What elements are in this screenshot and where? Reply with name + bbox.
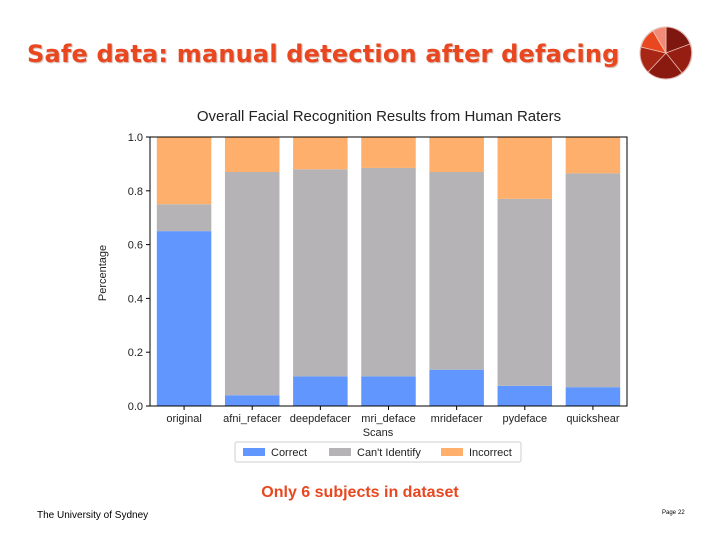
bar-mri_deface-incorrect xyxy=(361,137,416,168)
x-tick-label: mridefacer xyxy=(431,413,483,425)
x-tick-label: pydeface xyxy=(502,413,547,425)
stacked-bar-chart: Overall Facial Recognition Results from … xyxy=(97,108,628,463)
legend-label: Incorrect xyxy=(469,447,512,459)
bar-mri_deface-can-t-identify xyxy=(361,167,416,377)
bar-afni_refacer-correct xyxy=(224,395,280,406)
bar-quickshear-correct xyxy=(565,387,621,406)
x-tick-label: original xyxy=(166,413,201,425)
footer-organization: The University of Sydney xyxy=(37,510,149,521)
plot-frame xyxy=(149,136,628,407)
bar-quickshear-can-t-identify xyxy=(565,173,621,388)
slide-title: Safe data: manual detection after defaci… xyxy=(27,40,620,68)
y-tick-label: 1.0 xyxy=(128,132,143,144)
bar-original-can-t-identify xyxy=(156,204,212,232)
bar-deepdefacer-can-t-identify xyxy=(293,169,348,377)
x-tick-label: afni_refacer xyxy=(223,413,281,425)
y-tick-label: 0.4 xyxy=(128,293,143,305)
x-axis-label: Scans xyxy=(363,427,394,439)
y-tick-label: 0.8 xyxy=(128,186,143,198)
bar-deepdefacer-incorrect xyxy=(293,137,348,170)
bar-mridefacer-incorrect xyxy=(429,137,484,172)
bar-afni_refacer-incorrect xyxy=(224,137,280,172)
chart-legend: Correct Can't Identify Incorrect xyxy=(234,441,522,463)
bar-deepdefacer-correct xyxy=(293,376,348,406)
bar-original-correct xyxy=(156,231,212,406)
page-label: Page xyxy=(662,510,677,516)
bar-pydeface-incorrect xyxy=(497,137,553,199)
slide-caption: Only 6 subjects in dataset xyxy=(261,484,459,501)
legend-label: Can't Identify xyxy=(357,447,421,459)
bar-original-incorrect xyxy=(156,137,212,205)
legend-box xyxy=(234,441,522,463)
x-tick-label: mri_deface xyxy=(361,413,415,425)
legend-swatch xyxy=(243,448,265,456)
bar-pydeface-can-t-identify xyxy=(497,198,553,386)
bar-afni_refacer-can-t-identify xyxy=(224,171,280,396)
bar-quickshear-incorrect xyxy=(565,137,621,174)
bar-pydeface-correct xyxy=(497,385,553,406)
chart-title: Overall Facial Recognition Results from … xyxy=(197,108,561,125)
page-number: 22 xyxy=(678,510,685,516)
y-tick-label: 0.6 xyxy=(128,240,143,252)
legend-swatch xyxy=(441,448,463,456)
legend-label: Correct xyxy=(271,447,307,459)
bar-mri_deface-correct xyxy=(361,376,416,406)
y-tick-label: 0.2 xyxy=(128,347,143,359)
plot-area xyxy=(156,137,621,406)
pie-logo-icon xyxy=(639,26,693,80)
y-axis: 0.0 0.2 0.4 0.6 0.8 1.0 xyxy=(128,132,150,413)
y-tick-label: 0.0 xyxy=(128,401,143,413)
legend-swatch xyxy=(329,448,351,456)
bar-mridefacer-correct xyxy=(429,369,484,406)
x-tick-label: quickshear xyxy=(566,413,620,425)
x-axis: original afni_refacer deepdefacer mri_defac… xyxy=(166,406,620,425)
bar-mridefacer-can-t-identify xyxy=(429,171,484,370)
x-tick-label: deepdefacer xyxy=(290,413,351,425)
page-indicator: Page 22 xyxy=(660,510,685,516)
y-axis-label: Percentage xyxy=(97,245,109,301)
